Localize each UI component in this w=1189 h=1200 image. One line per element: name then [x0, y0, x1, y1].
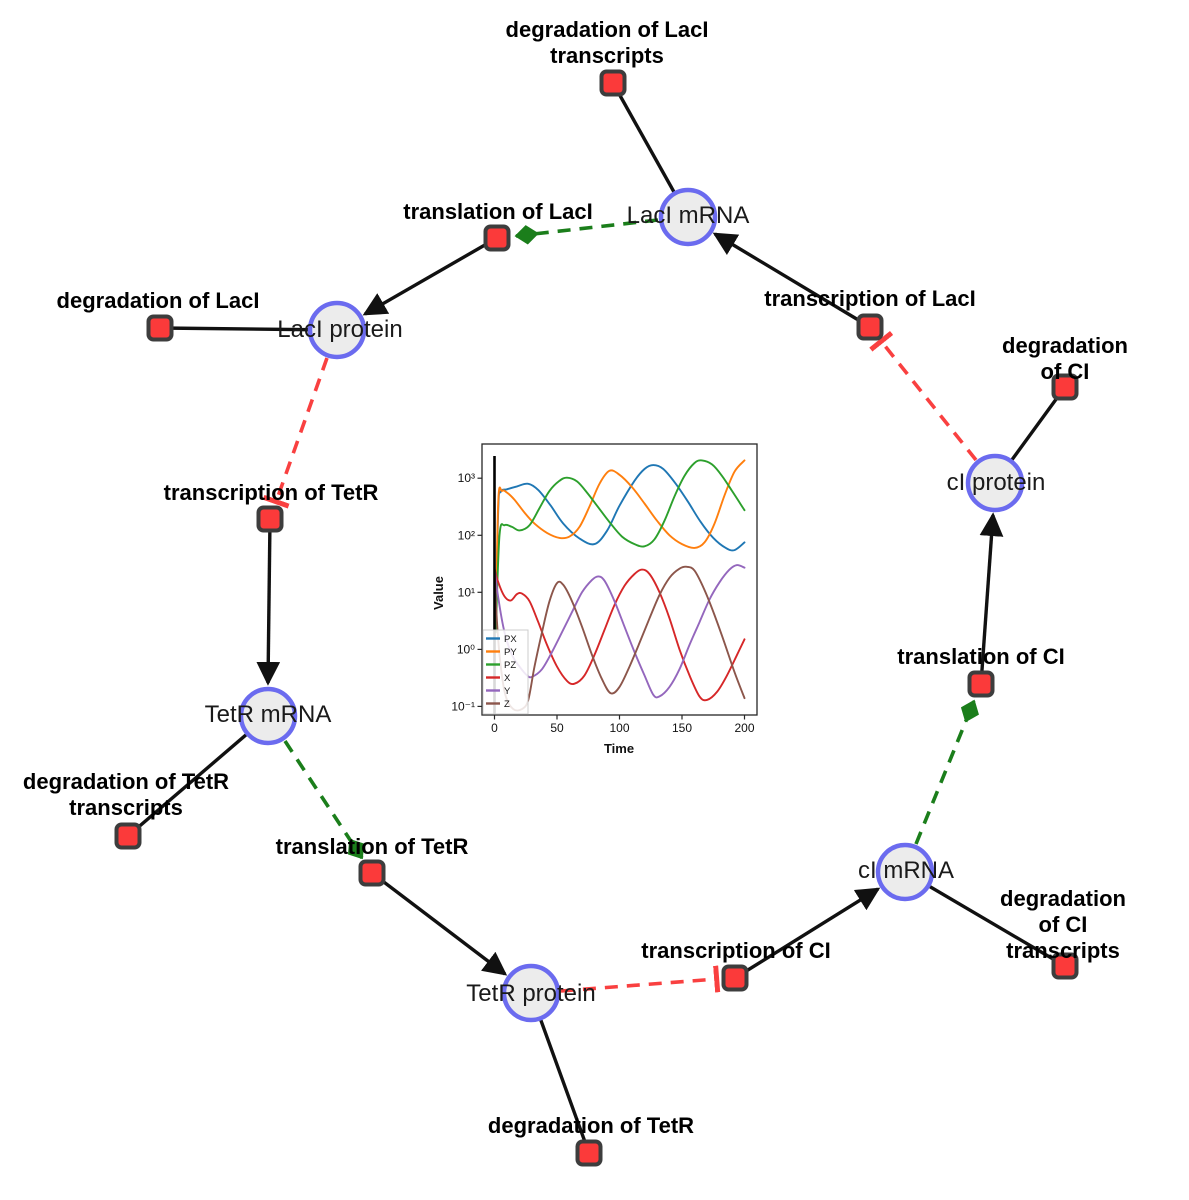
edge-laci-protein-inhibits-transcription-of-tetr[interactable]: [262, 357, 329, 509]
species-node-laci-protein[interactable]: [307, 300, 367, 360]
species-node-tetr-mrna[interactable]: [238, 686, 298, 746]
edge-tetr-mrna-to-translation-of-tetr[interactable]: [283, 740, 365, 860]
edge-tetr-mrna-to-degradation-of-tetr-transcripts[interactable]: [126, 714, 270, 838]
legend-label-px: PX: [504, 634, 517, 645]
timeseries-plot-svg: 0 50 100 150 200 10⁻¹ 10⁰ 10¹ 10² 10³ Ti…: [431, 443, 758, 756]
reaction-node-degradation-of-tetr[interactable]: [575, 1139, 603, 1167]
species-node-laci-mrna[interactable]: [658, 187, 718, 247]
reaction-node-translation-of-laci[interactable]: [483, 224, 511, 252]
reaction-node-degradation-of-ci-transcripts[interactable]: [1051, 952, 1079, 980]
reaction-nodes: [114, 69, 1079, 1167]
reaction-node-transcription-of-ci[interactable]: [721, 964, 749, 992]
y-tick-1e2: 10²: [458, 528, 475, 542]
reaction-node-degradation-of-ci[interactable]: [1051, 373, 1079, 401]
chart-legend: PX PY PZ X Y Z: [482, 629, 529, 715]
x-tick-150: 150: [672, 721, 692, 735]
edge-transcription-of-laci-to-laci-mrna[interactable]: [712, 232, 871, 329]
y-tick-1e-1: 10⁻¹: [451, 699, 475, 713]
legend-box: [482, 629, 529, 715]
x-tick-200: 200: [734, 721, 754, 735]
edge-tetr-protein-inhibits-transcription-of-ci[interactable]: [560, 965, 721, 993]
edge-translation-of-laci-to-laci-protein[interactable]: [362, 236, 498, 316]
edge-ci-protein-inhibits-transcription-of-laci[interactable]: [869, 331, 978, 462]
x-axis-title: Time: [604, 741, 634, 756]
edge-transcription-of-tetr-to-tetr-mrna[interactable]: [256, 518, 281, 686]
production-edges: [256, 232, 1004, 980]
x-tick-marks: [493, 715, 746, 720]
legend-label-pz: PZ: [504, 660, 516, 671]
inhibition-edges: [262, 331, 978, 993]
species-nodes: [238, 187, 1025, 1023]
legend-label-z: Z: [504, 699, 510, 710]
legend-label-py: PY: [504, 647, 517, 658]
y-axis-title: Value: [431, 576, 446, 610]
reaction-node-translation-of-ci[interactable]: [967, 670, 995, 698]
series-line-px: [494, 464, 746, 634]
species-node-ci-mrna[interactable]: [875, 842, 935, 902]
reaction-node-translation-of-tetr[interactable]: [358, 859, 386, 887]
legend-label-y: Y: [504, 686, 511, 697]
x-tick-50: 50: [550, 721, 564, 735]
edge-laci-protein-to-degradation-of-laci[interactable]: [159, 326, 338, 332]
series-line-pz: [494, 459, 746, 634]
translation-modifier-edges: [283, 218, 979, 860]
reaction-node-degradation-of-laci[interactable]: [146, 314, 174, 342]
edge-ci-mrna-to-translation-of-ci[interactable]: [914, 699, 979, 845]
species-node-ci-protein[interactable]: [965, 453, 1025, 513]
y-tick-marks: [477, 477, 482, 707]
timeseries-plot: 0 50 100 150 200 10⁻¹ 10⁰ 10¹ 10² 10³ Ti…: [430, 423, 775, 771]
edge-translation-of-tetr-to-tetr-protein[interactable]: [370, 871, 508, 976]
series-line-x: [493, 567, 746, 702]
edge-ci-mrna-to-degradation-of-ci-transcripts[interactable]: [904, 870, 1066, 968]
x-tick-0: 0: [491, 721, 498, 735]
series-line-py: [494, 459, 746, 634]
reaction-node-degradation-of-laci-transcripts[interactable]: [599, 69, 627, 97]
legend-label-x: X: [504, 673, 511, 684]
reaction-node-transcription-of-laci[interactable]: [856, 313, 884, 341]
reaction-node-transcription-of-tetr[interactable]: [256, 505, 284, 533]
y-tick-1e0: 10⁰: [457, 642, 475, 656]
y-tick-1e3: 10³: [458, 471, 475, 485]
x-tick-100: 100: [609, 721, 629, 735]
edge-translation-of-ci-to-ci-protein[interactable]: [979, 512, 1004, 685]
edge-laci-mrna-to-translation-of-laci[interactable]: [514, 218, 659, 245]
edge-transcription-of-ci-to-ci-mrna[interactable]: [734, 887, 881, 980]
species-node-tetr-protein[interactable]: [501, 963, 561, 1023]
reaction-node-degradation-of-tetr-transcripts[interactable]: [114, 822, 142, 850]
y-tick-1e1: 10¹: [458, 585, 475, 599]
